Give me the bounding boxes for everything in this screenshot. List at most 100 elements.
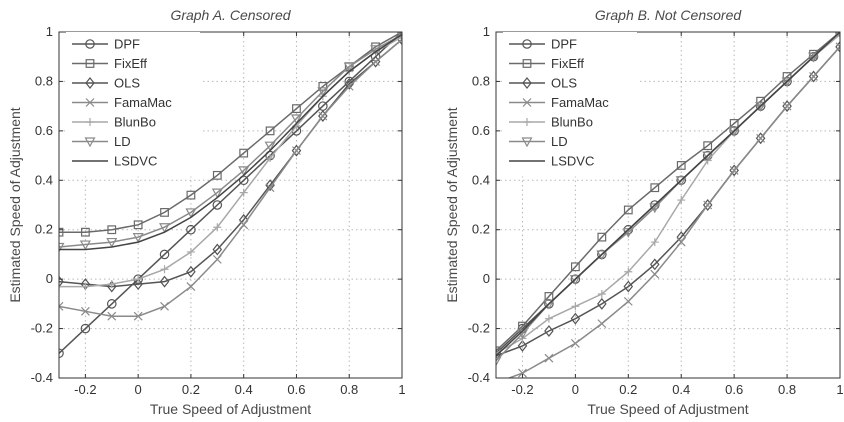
y-tick-label: 0.4	[35, 172, 53, 187]
legend-marker-ld	[521, 137, 533, 148]
point-dpf	[212, 200, 223, 210]
point-blunbo	[186, 247, 195, 256]
point-ld	[496, 356, 502, 367]
y-tick-label: -0.4	[31, 370, 53, 385]
point-blunbo	[650, 238, 659, 247]
point-fixeff	[80, 227, 90, 237]
x-tick-label: 0.6	[287, 382, 305, 397]
legend-marker-ols	[522, 77, 532, 89]
point-fixeff	[597, 232, 607, 242]
ticks-b: -0.2 0 0.2 0.4 0.6 0.8 1 -0.4 -0.2 0 0.2 0.4 0.6 0.8 1	[468, 24, 844, 397]
point-fixeff	[318, 81, 328, 91]
x-tick-label: 0.2	[619, 382, 637, 397]
x-tick-label: 1	[398, 382, 405, 397]
y-axis-label-a: Estimated Speed of Adjustment	[7, 107, 23, 302]
y-axis-label-b: Estimated Speed of Adjustment	[444, 107, 460, 302]
point-famamac	[544, 353, 554, 363]
legend-marker-blunbo	[523, 118, 531, 126]
legend-marker-famamac	[85, 98, 95, 107]
point-blunbo	[213, 223, 222, 232]
point-dpf	[159, 249, 170, 260]
y-tick-label: 0.4	[472, 172, 490, 187]
legend-b: DPF FixEff OLS FamaMac BlunBo LD LSDVC	[503, 32, 637, 177]
x-axis-label-a: True Speed of Adjustment	[150, 401, 311, 417]
plot-frame-a	[58, 31, 403, 379]
point-ld	[728, 126, 740, 137]
point-famamac	[80, 306, 90, 316]
point-ols	[186, 265, 196, 278]
point-ols	[544, 325, 554, 338]
y-tick-label: 1	[483, 24, 490, 39]
point-ols	[835, 40, 840, 53]
point-ld	[596, 250, 608, 261]
point-ols	[729, 164, 739, 177]
point-dpf	[59, 348, 64, 359]
legend-label-ols: OLS	[114, 76, 140, 91]
point-ols	[570, 312, 581, 325]
point-ld	[755, 102, 767, 112]
legend-label-dpf: DPF	[114, 37, 140, 52]
plot-frame-b	[495, 31, 841, 379]
point-blunbo	[134, 275, 143, 284]
point-famamac	[212, 254, 222, 264]
point-fixeff	[160, 208, 169, 217]
x-tick-label: 0.2	[182, 382, 200, 397]
point-ld	[59, 242, 65, 253]
point-famamac	[59, 301, 64, 311]
series-line-ld	[59, 33, 402, 248]
ticks-a: -0.2 0 0.2 0.4 0.6 0.8 1 -0.4 -0.2 0 0.2 0.4 0.6 0.8 1	[31, 24, 406, 397]
legend-label-lsdvc: LSDVC	[114, 154, 157, 169]
point-fixeff	[703, 141, 713, 151]
point-famamac	[318, 111, 328, 121]
point-famamac	[782, 101, 792, 111]
point-ld	[675, 176, 687, 187]
point-fixeff	[623, 205, 633, 215]
chart-panel-a: -0.2 0 0.2 0.4 0.6 0.8 1 -0.4 -0.2 0 0.2 0.4 0.6 0.8 1…	[7, 7, 406, 417]
point-ld	[397, 32, 402, 41]
point-ld	[106, 237, 118, 248]
y-tick-label: 0	[483, 271, 490, 286]
point-ols	[318, 110, 328, 122]
legend-label-ols: OLS	[551, 76, 577, 91]
series-line-famamac	[507, 46, 840, 378]
point-blunbo	[59, 282, 63, 291]
point-ols	[755, 132, 766, 145]
legend-marker-blunbo	[86, 118, 94, 126]
y-tick-label: 0.2	[35, 222, 53, 237]
point-ols	[133, 278, 143, 291]
x-tick-label: 0.8	[340, 382, 358, 397]
point-dpf	[106, 299, 117, 309]
x-tick-label: 0.4	[235, 382, 253, 397]
point-famamac	[265, 183, 275, 193]
point-ld	[808, 52, 820, 63]
point-famamac	[809, 72, 818, 81]
point-fixeff	[133, 220, 143, 230]
point-famamac	[729, 165, 739, 175]
point-blunbo	[544, 314, 553, 323]
point-ld	[781, 77, 793, 88]
point-famamac	[107, 311, 117, 321]
point-famamac	[492, 379, 500, 387]
point-dpf	[186, 224, 196, 235]
point-ols	[808, 70, 819, 83]
point-fixeff	[107, 225, 117, 235]
point-ols	[59, 275, 64, 288]
point-ld	[343, 62, 355, 73]
legend-marker-famamac	[522, 98, 532, 107]
y-tick-label: 0.6	[35, 123, 53, 138]
series-line-lsdvc	[496, 32, 840, 357]
point-blunbo	[81, 282, 90, 291]
point-blunbo	[160, 265, 169, 274]
point-ols	[291, 144, 302, 157]
point-fixeff	[650, 183, 660, 193]
x-tick-label: 0.6	[725, 382, 743, 397]
y-tick-label: -0.4	[468, 370, 490, 385]
legend-marker-ld	[84, 137, 96, 148]
point-ld	[702, 151, 714, 162]
legend-label-famamac: FamaMac	[551, 95, 609, 110]
point-ld	[185, 208, 197, 219]
point-famamac	[160, 301, 169, 311]
point-fixeff	[265, 126, 275, 136]
point-famamac	[371, 57, 381, 67]
legend-label-lsdvc: LSDVC	[551, 154, 594, 169]
